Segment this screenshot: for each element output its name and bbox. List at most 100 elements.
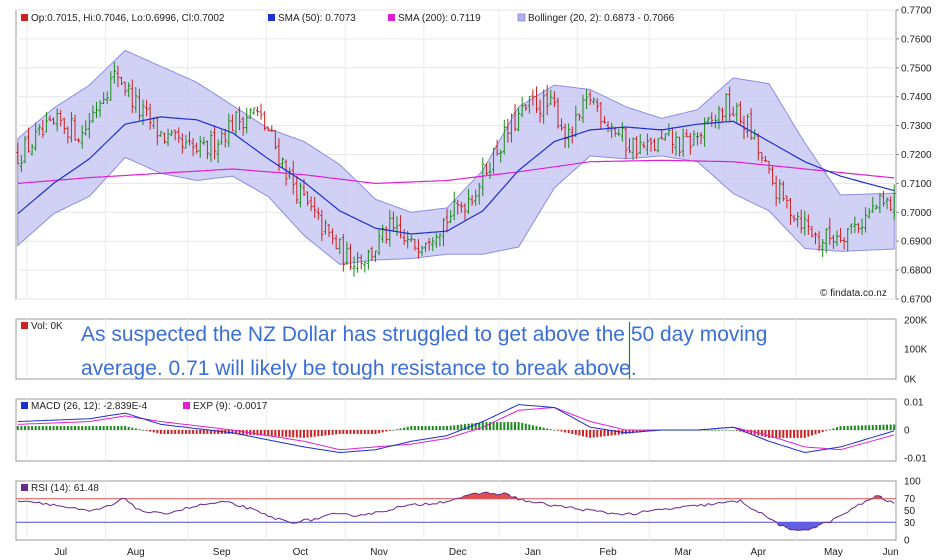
macd-histogram-bar (463, 424, 466, 430)
ohlc-bar (162, 132, 167, 145)
macd-histogram-bar (263, 430, 266, 436)
macd-histogram-bar (281, 430, 284, 437)
macd-histogram-bar (292, 430, 295, 438)
macd-histogram-bar (235, 430, 237, 435)
ohlc-bar (352, 256, 356, 277)
ohlc-bar (677, 136, 682, 157)
rsi-overbought-fill (506, 494, 510, 499)
ohlc-bar (824, 228, 828, 254)
macd-histogram-bar (403, 427, 406, 430)
macd-histogram-bar (242, 430, 245, 435)
ohlc-bar (667, 123, 671, 136)
macd-histogram-bar (810, 430, 813, 436)
month-label: Nov (370, 547, 388, 558)
sma50-legend-swatch (268, 14, 275, 21)
ohlc-bar (252, 107, 256, 116)
macd-histogram-bar (356, 430, 359, 434)
macd-histogram-bar (113, 426, 116, 430)
macd-histogram-bar (367, 430, 370, 434)
month-label: Apr (750, 547, 766, 558)
ohlc-legend-swatch (21, 14, 28, 21)
ohlc-bar (463, 203, 467, 221)
macd-histogram-bar (503, 422, 506, 430)
month-label: Jan (525, 547, 541, 558)
macd-histogram-bar (599, 430, 602, 437)
macd-histogram-bar (38, 426, 41, 430)
macd-histogram-bar (285, 430, 288, 437)
ohlc-bar (796, 212, 800, 228)
ohlc-bar (441, 217, 446, 247)
ohlc-bar (813, 232, 818, 245)
macd-histogram-bar (159, 430, 162, 434)
ohlc-bar (699, 132, 703, 145)
macd-histogram-bar (861, 425, 864, 430)
ohlc-bar (524, 104, 528, 111)
exp-legend-swatch (183, 402, 190, 409)
macd-histogram-bar (106, 426, 109, 430)
macd-histogram-bar (453, 425, 456, 430)
macd-histogram-bar (639, 430, 642, 433)
ohlc-bar (806, 214, 810, 235)
macd-histogram-bar (267, 430, 270, 436)
macd-histogram-bar (560, 430, 563, 432)
ohlc-bar (216, 139, 220, 164)
ohlc-bar (73, 114, 77, 141)
macd-histogram-bar (310, 430, 313, 438)
macd-histogram-bar (589, 430, 592, 438)
ohlc-bar (835, 230, 839, 247)
macd-histogram-bar (299, 430, 302, 438)
ohlc-bar (874, 204, 878, 210)
macd-histogram-bar (170, 430, 173, 434)
macd-histogram-bar (517, 422, 520, 430)
ohlc-bar (660, 129, 664, 140)
month-label: Jul (54, 547, 67, 558)
price-tick-label: 0.7100 (901, 179, 932, 190)
ohlc-bar (445, 208, 449, 233)
ohlc-bar (638, 134, 642, 155)
macd-histogram-bar (889, 424, 892, 430)
ohlc-bar (781, 181, 785, 202)
ohlc-bar (527, 96, 531, 114)
ohlc-bar (245, 107, 249, 134)
macd-histogram-bar (81, 426, 84, 430)
macd-histogram-bar (814, 430, 817, 435)
ohlc-bar (613, 127, 617, 137)
macd-histogram-bar (868, 425, 871, 430)
ohlc-bar (391, 211, 395, 231)
rsi-legend-swatch (21, 484, 28, 491)
ohlc-bar (477, 183, 481, 205)
ohlc-bar (481, 157, 485, 197)
ohlc-bar (720, 107, 725, 122)
ohlc-bar (270, 125, 274, 132)
ohlc-bar (703, 117, 707, 147)
ohlc-bar (166, 128, 170, 146)
ohlc-bar (620, 122, 624, 142)
ohlc-bar (313, 196, 317, 218)
macd-histogram-bar (878, 424, 881, 430)
ohlc-bar (34, 122, 38, 151)
macd-histogram-bar (331, 430, 334, 435)
ohlc-bar (320, 209, 324, 242)
macd-histogram-bar (768, 430, 771, 438)
ohlc-bar (266, 126, 270, 132)
macd-histogram-bar (84, 426, 87, 430)
ohlc-bar (77, 137, 81, 143)
rsi-tick-label: 70 (904, 494, 916, 505)
ohlc-bar (846, 228, 850, 252)
ohlc-bar (681, 128, 685, 158)
macd-histogram-bar (102, 426, 105, 430)
rsi-oversold-fill (777, 522, 782, 526)
ohlc-bar (459, 201, 463, 213)
source-credit: © findata.co.nz (820, 288, 887, 299)
macd-histogram-bar (421, 426, 424, 430)
ohlc-bar (373, 250, 378, 262)
macd-histogram-bar (66, 426, 69, 430)
ohlc-bar (774, 175, 778, 207)
macd-histogram-bar (871, 425, 874, 430)
ohlc-bar (230, 114, 235, 132)
ohlc-bar (359, 254, 363, 270)
macd-histogram-bar (413, 426, 416, 430)
ohlc-bar (663, 133, 667, 141)
ohlc-bar (509, 113, 514, 143)
ohlc-bar (770, 164, 775, 186)
